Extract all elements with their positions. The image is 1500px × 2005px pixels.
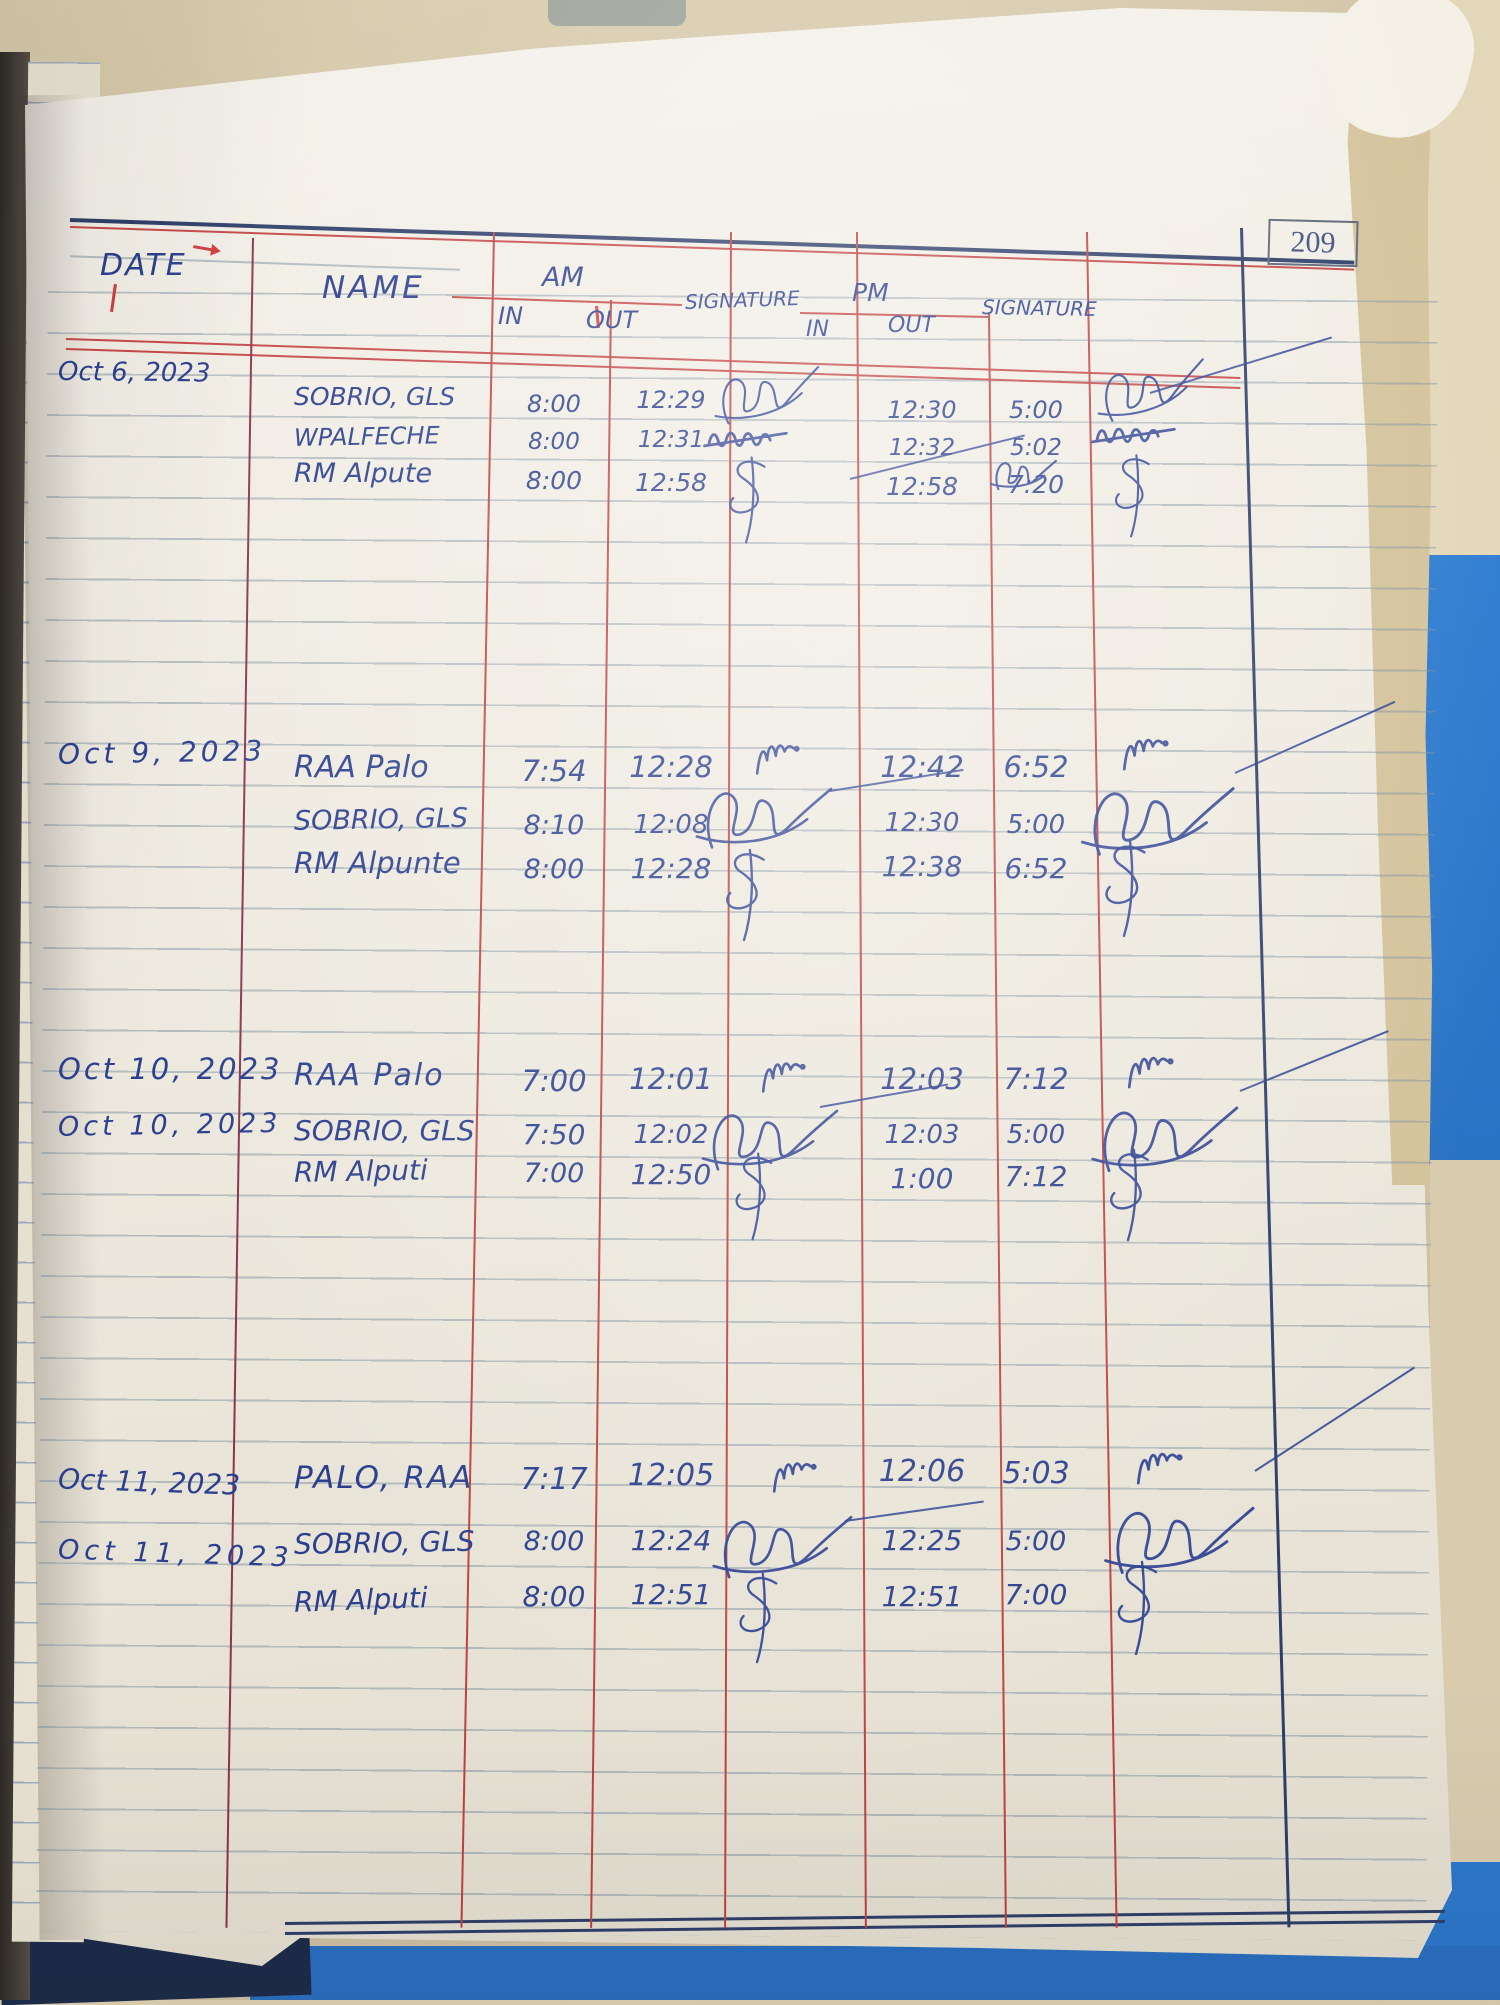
- signature-mark: [1091, 427, 1176, 444]
- header-name: NAME: [322, 270, 425, 306]
- time-pm-in: 12:58: [885, 472, 959, 501]
- entry-date: Oct 6, 2023: [57, 356, 211, 389]
- time-am-in: 8:10: [523, 810, 585, 841]
- entry-date: Oct 10, 2023: [58, 1052, 283, 1086]
- time-pm-out: 5:00: [1005, 1526, 1067, 1557]
- signature-mark: [739, 1572, 778, 1664]
- signature-mark: [1105, 840, 1146, 938]
- time-am-in: 8:00: [523, 854, 585, 885]
- time-pm-out: 5:02: [1010, 435, 1062, 461]
- entry-date: Oct 9, 2023: [57, 734, 267, 771]
- time-am-in: 8:00: [527, 390, 581, 418]
- signature-mark: [703, 431, 788, 448]
- time-am-out: 12:28: [630, 852, 712, 885]
- time-am-out: 12:51: [630, 1578, 712, 1611]
- signature-mark: [1127, 1056, 1174, 1089]
- time-pm-in: 12:30: [884, 808, 960, 838]
- time-pm-in: 12:25: [881, 1524, 963, 1557]
- time-am-in: 8:00: [525, 466, 583, 495]
- entry-name: RM Alputi: [293, 1153, 429, 1189]
- time-am-in: 8:00: [523, 1526, 585, 1557]
- header-signature-am: SIGNATURE: [684, 286, 801, 314]
- time-am-out: 12:01: [629, 1062, 713, 1096]
- time-am-in: 7:17: [520, 1462, 588, 1497]
- time-am-out: 12:28: [629, 750, 713, 784]
- header-signature-pm: SIGNATURE: [981, 295, 1097, 321]
- time-am-in: 7:00: [523, 1158, 585, 1189]
- time-am-in: 7:50: [522, 1118, 586, 1151]
- header-pm-in: IN: [806, 317, 829, 342]
- time-am-out: 12:31: [637, 427, 705, 453]
- time-am-in: 8:00: [522, 1580, 586, 1613]
- time-pm-out: 7:12: [1004, 1160, 1068, 1193]
- signature-mark: [761, 1062, 806, 1093]
- time-am-out: 12:50: [630, 1158, 712, 1191]
- page-number-box: 209: [1267, 218, 1359, 268]
- time-pm-in: 12:38: [881, 850, 963, 883]
- entry-name: SOBRIO, GLS: [294, 382, 456, 411]
- time-am-out: 12:02: [633, 1120, 709, 1150]
- time-pm-out: 6:52: [1004, 852, 1068, 885]
- entry-name: RAA Palo: [294, 1058, 445, 1093]
- header-am-in: IN: [498, 302, 524, 330]
- entry-name: PALO, RAA: [294, 1460, 474, 1496]
- time-am-out: 12:24: [630, 1524, 712, 1557]
- time-pm-out: 6:52: [1003, 750, 1069, 784]
- header-am: AM: [542, 262, 584, 293]
- signature-mark: [1136, 1452, 1183, 1485]
- signature-mark: [1122, 738, 1169, 771]
- header-pm: PM: [852, 278, 889, 307]
- signature-mark: [1114, 454, 1150, 538]
- header-pm-out: OUT: [888, 313, 935, 338]
- time-pm-out: 5:00: [1006, 1120, 1066, 1150]
- entry-name: SOBRIO, GLS: [293, 1524, 475, 1561]
- right-desk-blue: [1425, 555, 1500, 1165]
- gray-object-top: [548, 0, 686, 26]
- time-pm-in: 12:03: [884, 1120, 960, 1150]
- signature-mark: [729, 456, 766, 544]
- header-date: DATE: [100, 248, 187, 283]
- entry-name: RM Alpunte: [294, 846, 461, 880]
- time-am-out: 12:58: [634, 468, 708, 497]
- signature-mark: [726, 848, 765, 942]
- time-am-out: 12:05: [627, 1458, 715, 1493]
- header-am-out: OUT: [586, 306, 638, 334]
- time-pm-out: 5:00: [1006, 810, 1066, 840]
- time-pm-in: 12:42: [880, 750, 964, 784]
- time-am-in: 7:00: [521, 1064, 587, 1098]
- time-pm-in: 12:30: [887, 396, 957, 424]
- time-pm-in: 12:06: [878, 1454, 966, 1489]
- signature-mark: [710, 365, 825, 426]
- entry-name: RAA Palo: [294, 750, 429, 785]
- time-am-in: 8:00: [528, 429, 580, 455]
- time-pm-out: 7:12: [1003, 1062, 1069, 1096]
- entry-name: WPALFECHE: [293, 421, 440, 452]
- signature-mark: [735, 1152, 773, 1241]
- signature-mark: [1110, 1148, 1149, 1242]
- time-pm-out: 5:03: [1002, 1456, 1070, 1491]
- entry-name: SOBRIO, GLS: [294, 1114, 475, 1147]
- time-pm-in: 1:00: [890, 1162, 954, 1195]
- page-number: 209: [1290, 225, 1336, 260]
- time-pm-out: 5:00: [1009, 396, 1063, 424]
- entry-date: Oct 11, 2023: [57, 1462, 241, 1502]
- signature-mark: [772, 1462, 817, 1493]
- signature-mark: [755, 744, 800, 775]
- time-am-in: 7:54: [521, 754, 587, 788]
- entry-name: RM Alpute: [294, 458, 433, 489]
- time-am-out: 12:08: [633, 810, 709, 840]
- time-am-out: 12:29: [636, 386, 706, 414]
- signature-scribble: [990, 459, 1057, 491]
- entry-date: Oct 10, 2023: [57, 1107, 282, 1143]
- entry-name: SOBRIO, GLS: [293, 802, 469, 837]
- time-pm-in: 12:51: [881, 1580, 963, 1613]
- time-pm-out: 7:00: [1004, 1578, 1068, 1611]
- signature-mark: [1117, 1560, 1158, 1656]
